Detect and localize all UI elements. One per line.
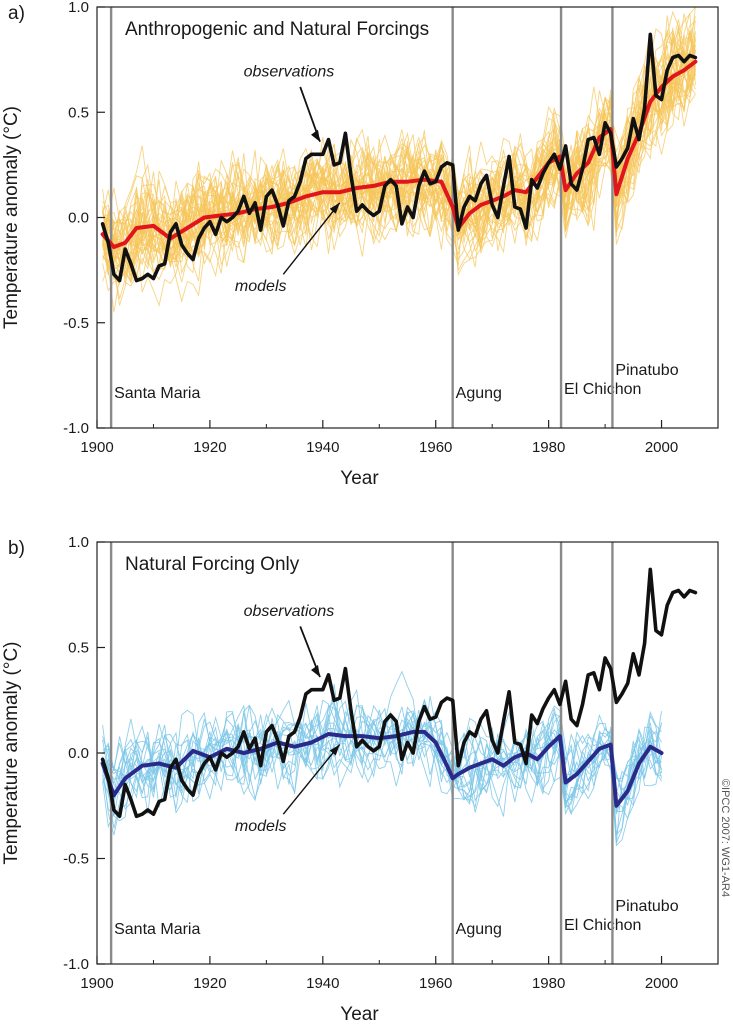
ensemble-member-line <box>102 76 696 252</box>
panel-b-volcano-lines: Santa Maria Agung El Chichon Pinatubo <box>109 542 679 964</box>
series-line-observations <box>100 567 698 819</box>
panel-b-letter: b) <box>8 538 25 559</box>
x-tick-label: 1900 <box>80 975 113 992</box>
panel-b-title: Natural Forcing Only <box>125 554 300 575</box>
x-tick-label: 1940 <box>306 975 339 992</box>
volcano-label: Santa Maria <box>114 921 200 938</box>
panel-b-x-axis-label: Year <box>340 1004 379 1024</box>
series-line-observations <box>100 32 698 283</box>
ensemble-member-line <box>102 6 696 266</box>
panel-a-series <box>100 32 698 283</box>
y-tick-label: 0.5 <box>68 104 89 121</box>
x-tick-label: 1900 <box>80 439 113 456</box>
models-callout: models <box>235 278 287 295</box>
ensemble-member-line <box>102 698 662 836</box>
panel-a-ticks: 1900 1920 1940 1960 1980 2000 -1.0 -0.5 0.0 0.5 1.… <box>63 0 678 456</box>
volcano-label: El Chichon <box>564 381 641 398</box>
panel-b: b) Santa Maria Agung El Chichon Pinatubo 19… <box>1 534 719 1024</box>
panel-b-y-axis-label: Temperature anomaly (°C) <box>1 641 22 864</box>
panel-a-x-axis-label: Year <box>340 468 379 489</box>
y-tick-label: -1.0 <box>63 956 89 973</box>
observations-arrowhead <box>310 129 320 142</box>
panel-a-letter: a) <box>8 3 25 24</box>
y-tick-label: 0.0 <box>68 745 89 762</box>
panel-a-y-axis-label: Temperature anomaly (°C) <box>1 106 22 329</box>
volcano-label: Pinatubo <box>615 898 678 915</box>
panel-b-ticks: 1900 1920 1940 1960 1980 2000 -1.0 -0.5 0.0 0.5 1.… <box>63 534 678 992</box>
y-tick-label: 0.5 <box>68 640 89 657</box>
series-line-models <box>100 729 664 808</box>
y-tick-label: -0.5 <box>63 315 89 332</box>
y-tick-label: -0.5 <box>63 851 89 868</box>
x-tick-label: 1920 <box>193 439 226 456</box>
volcano-label: Agung <box>456 385 502 402</box>
ensemble-member-line <box>102 49 696 281</box>
panel-a: a) Santa Maria Agung El Chichon Pinatubo 19… <box>1 0 719 489</box>
ensemble-member-line <box>102 40 696 278</box>
observations-callout: observations <box>244 63 335 80</box>
y-tick-label: 1.0 <box>68 534 89 551</box>
ensemble-member-line <box>102 32 696 265</box>
models-arrowhead <box>329 202 340 214</box>
observations-arrowhead <box>310 665 320 678</box>
x-tick-label: 1960 <box>419 975 452 992</box>
panel-b-series <box>100 567 698 819</box>
models-arrowhead <box>329 744 340 756</box>
credit-text: ©IPCC 2007: WG1-AR4 <box>719 779 731 897</box>
ensemble-member-line <box>102 709 662 817</box>
x-tick-label: 1980 <box>532 439 565 456</box>
volcano-label: El Chichon <box>564 917 641 934</box>
panel-b-annotations: observations models <box>235 603 341 835</box>
panel-a-volcano-lines: Santa Maria Agung El Chichon Pinatubo <box>109 7 679 428</box>
x-tick-label: 2000 <box>645 439 678 456</box>
x-tick-label: 1980 <box>532 975 565 992</box>
volcano-label: Pinatubo <box>615 362 678 379</box>
panel-a-annotations: observations models <box>235 63 341 295</box>
panel-a-title: Anthropogenic and Natural Forcings <box>125 19 429 40</box>
y-tick-label: 0.0 <box>68 210 89 227</box>
ensemble-member-line <box>102 19 696 307</box>
volcano-label: Agung <box>456 921 502 938</box>
x-tick-label: 1960 <box>419 439 452 456</box>
models-callout: models <box>235 818 287 835</box>
y-tick-label: -1.0 <box>63 420 89 437</box>
models-arrow <box>282 202 341 275</box>
panel-a-model-ensemble <box>102 6 696 313</box>
observations-callout: observations <box>244 603 335 620</box>
x-tick-label: 1940 <box>306 439 339 456</box>
volcano-label: Santa Maria <box>114 385 200 402</box>
y-tick-label: 1.0 <box>68 0 89 16</box>
models-arrow <box>282 744 341 815</box>
x-tick-label: 2000 <box>645 975 678 992</box>
ensemble-member-line <box>102 705 662 829</box>
x-tick-label: 1920 <box>193 975 226 992</box>
